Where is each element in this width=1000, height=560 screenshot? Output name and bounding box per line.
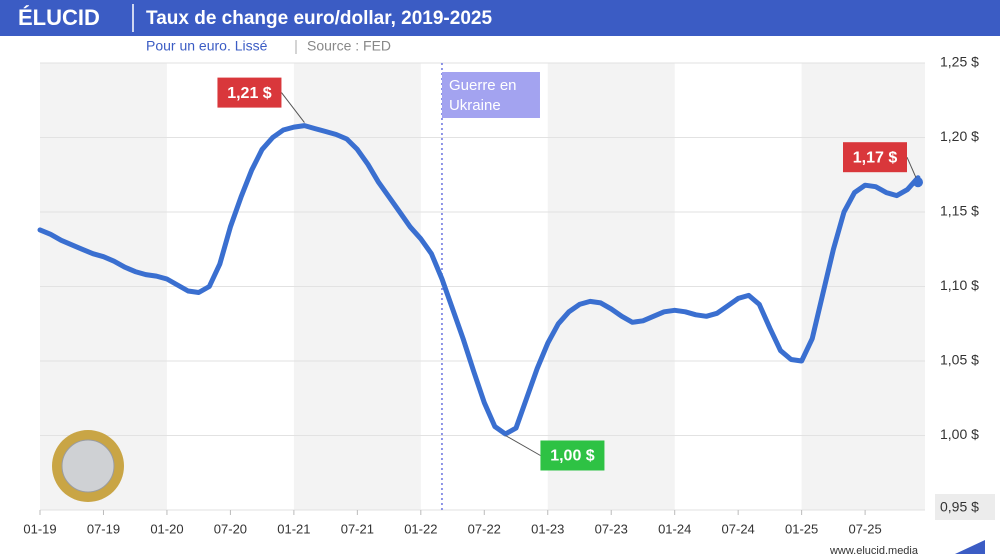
x-tick-label: 01-25 [785, 521, 818, 536]
annotation-label: 1,21 $ [227, 85, 272, 102]
coin-edge [61, 439, 115, 493]
event-box [441, 72, 540, 118]
x-tick-label: 07-24 [722, 521, 755, 536]
end-point [913, 177, 923, 188]
y-tick-label: 0,95 $ [940, 499, 979, 515]
annotation-box [843, 142, 907, 173]
source: Source : FED [307, 38, 391, 54]
y-tick-box [935, 494, 995, 520]
x-tick-label: 07-21 [341, 521, 374, 536]
x-tick-label: 07-20 [214, 521, 247, 536]
y-tick-label: 1,05 $ [940, 352, 979, 368]
brand: ÉLUCID [18, 5, 100, 30]
y-tick-label: 1,10 $ [940, 277, 979, 293]
x-tick-label: 07-22 [468, 521, 501, 536]
x-tick-label: 01-21 [277, 521, 310, 536]
annotation-label: 1,00 $ [550, 448, 595, 465]
y-tick-label: 1,25 $ [940, 54, 979, 70]
y-tick-label: 1,20 $ [940, 128, 979, 144]
coin-center [62, 440, 114, 492]
y-tick-label: 1,15 $ [940, 203, 979, 219]
x-tick-label: 01-22 [404, 521, 437, 536]
annotation-leader [281, 92, 305, 123]
footer: www.elucid.media [829, 545, 919, 557]
annotation-box [217, 77, 282, 108]
x-tick-label: 07-23 [595, 521, 628, 536]
line [37, 123, 921, 437]
header-bar [0, 0, 1000, 36]
x-tick-label: 07-25 [848, 521, 881, 536]
annotation-box [540, 440, 605, 471]
chart-title: Taux de change euro/dollar, 2019-2025 [146, 8, 492, 29]
x-tick-label: 07-19 [87, 521, 120, 536]
x-tick-label: 01-23 [531, 521, 564, 536]
x-tick-label: 01-19 [23, 521, 56, 536]
x-tick-label: 01-24 [658, 521, 691, 536]
x-tick-label: 01-20 [150, 521, 183, 536]
footer-logo [955, 540, 985, 554]
annotation-label: 1,17 $ [853, 149, 898, 166]
coin [52, 430, 124, 502]
plot: 0,95 $ 1,00 $ 1,05 $ 1,10 $ 1,15 $ 1,20 $ 1,25… [23, 54, 995, 536]
y-tick-label: 1,00 $ [940, 426, 979, 442]
subtitle: Pour un euro. Lissé [146, 38, 268, 54]
event-label: Guerre en Ukraine [449, 77, 517, 114]
annotation-leader [505, 435, 541, 456]
